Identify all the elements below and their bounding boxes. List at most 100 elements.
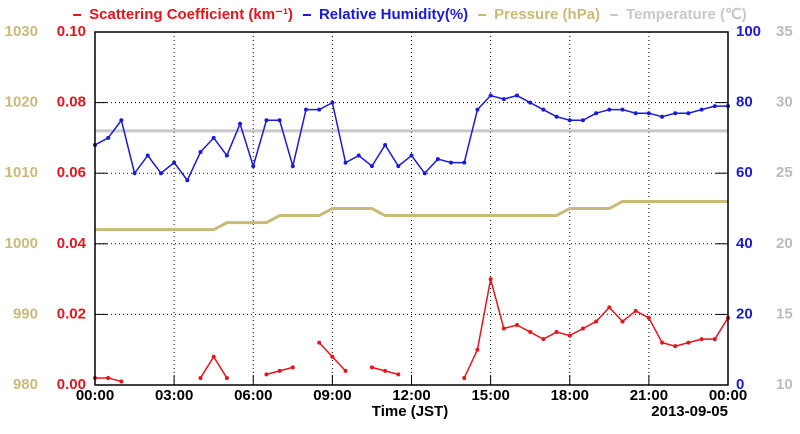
x-tick-label: 00:00 bbox=[76, 387, 114, 404]
series-point bbox=[132, 171, 137, 176]
series-point bbox=[369, 164, 374, 169]
y4-tick-label: 25 bbox=[776, 164, 793, 181]
series-point bbox=[528, 100, 533, 105]
series-point bbox=[238, 121, 243, 126]
series-point bbox=[515, 322, 519, 327]
series-point bbox=[607, 305, 612, 310]
y3-tick-label: 1000 bbox=[5, 235, 38, 252]
y2-tick-label: 0 bbox=[736, 376, 744, 393]
y-tick-label: 0.02 bbox=[57, 305, 86, 322]
series-point bbox=[277, 368, 282, 373]
series-point bbox=[699, 337, 704, 342]
series-point bbox=[198, 150, 203, 155]
series-point bbox=[290, 164, 295, 169]
y3-tick-label: 980 bbox=[13, 376, 38, 393]
series-point bbox=[185, 178, 190, 183]
series-point bbox=[264, 372, 269, 377]
y4-tick-label: 15 bbox=[776, 305, 793, 322]
x-axis-label: Time (JST) bbox=[372, 403, 448, 420]
series-point bbox=[475, 107, 480, 112]
series-point bbox=[594, 111, 599, 116]
series-point bbox=[383, 142, 388, 147]
series-point bbox=[435, 157, 440, 162]
series-point bbox=[343, 160, 348, 165]
y4-tick-label: 30 bbox=[776, 94, 793, 111]
x-tick-label: 09:00 bbox=[313, 387, 351, 404]
series-point bbox=[620, 319, 625, 324]
x-tick-label: 15:00 bbox=[471, 387, 509, 404]
series-point bbox=[330, 354, 335, 359]
y3-tick-label: 1010 bbox=[5, 164, 38, 181]
series-point bbox=[488, 277, 493, 282]
series-point bbox=[528, 330, 533, 335]
series-point bbox=[712, 337, 717, 342]
series-point bbox=[488, 93, 493, 98]
series-point bbox=[673, 111, 678, 116]
series-point bbox=[541, 107, 546, 112]
y3-tick-label: 1030 bbox=[5, 23, 38, 40]
series-point bbox=[673, 344, 678, 349]
y-tick-label: 0.00 bbox=[57, 376, 86, 393]
series-point bbox=[554, 114, 559, 119]
series-point bbox=[580, 326, 585, 331]
series-point bbox=[317, 107, 322, 112]
series-point bbox=[620, 107, 625, 112]
legend-label: Temperature (℃) bbox=[626, 6, 747, 23]
series-point bbox=[515, 93, 519, 98]
x-tick-label: 18:00 bbox=[551, 387, 589, 404]
date-annotation: 2013-09-05 bbox=[651, 403, 728, 420]
series-point bbox=[660, 340, 665, 345]
series-point bbox=[369, 365, 374, 370]
series-point bbox=[172, 160, 177, 165]
series-point bbox=[449, 160, 454, 165]
y2-tick-label: 40 bbox=[736, 235, 753, 252]
series-point bbox=[211, 135, 216, 140]
series-point bbox=[501, 326, 506, 331]
series-point bbox=[211, 354, 216, 359]
series-point bbox=[594, 319, 599, 324]
legend-label: Pressure (hPa) bbox=[494, 6, 600, 23]
series-point bbox=[396, 164, 401, 169]
series-point bbox=[580, 118, 585, 123]
series-point bbox=[264, 118, 269, 123]
series-point bbox=[686, 111, 691, 116]
series-point bbox=[145, 153, 150, 158]
series-point bbox=[343, 368, 348, 373]
series-point bbox=[106, 135, 111, 140]
series-point bbox=[422, 171, 427, 176]
series-point bbox=[304, 107, 308, 112]
y-tick-label: 0.06 bbox=[57, 164, 86, 181]
series-point bbox=[686, 340, 691, 345]
y2-tick-label: 60 bbox=[736, 164, 753, 181]
series-point bbox=[660, 114, 665, 119]
series-point bbox=[119, 118, 124, 123]
y3-tick-label: 1020 bbox=[5, 94, 38, 111]
series-point bbox=[383, 368, 388, 373]
y2-tick-label: 20 bbox=[736, 305, 753, 322]
series-point bbox=[409, 153, 414, 158]
y2-tick-label: 100 bbox=[736, 23, 761, 40]
y4-tick-label: 10 bbox=[776, 376, 793, 393]
x-tick-label: 12:00 bbox=[392, 387, 430, 404]
series-point bbox=[106, 375, 111, 380]
series-point bbox=[541, 337, 546, 342]
series-point bbox=[330, 100, 335, 105]
x-tick-label: 06:00 bbox=[234, 387, 272, 404]
x-tick-label: 21:00 bbox=[630, 387, 668, 404]
series-point bbox=[356, 153, 361, 158]
series-point bbox=[501, 97, 506, 102]
series-point bbox=[462, 375, 467, 380]
x-tick-label: 00:00 bbox=[709, 387, 747, 404]
series-point bbox=[224, 375, 229, 380]
series-line bbox=[95, 199, 728, 232]
series-point bbox=[567, 333, 572, 338]
series-point bbox=[699, 107, 704, 112]
series-point bbox=[396, 372, 401, 377]
series-point bbox=[462, 160, 467, 165]
y4-tick-label: 20 bbox=[776, 235, 793, 252]
legend-label: Relative Humidity(%) bbox=[319, 6, 468, 23]
y2-tick-label: 80 bbox=[736, 94, 753, 111]
series-point bbox=[251, 164, 256, 169]
series-point bbox=[633, 308, 638, 313]
